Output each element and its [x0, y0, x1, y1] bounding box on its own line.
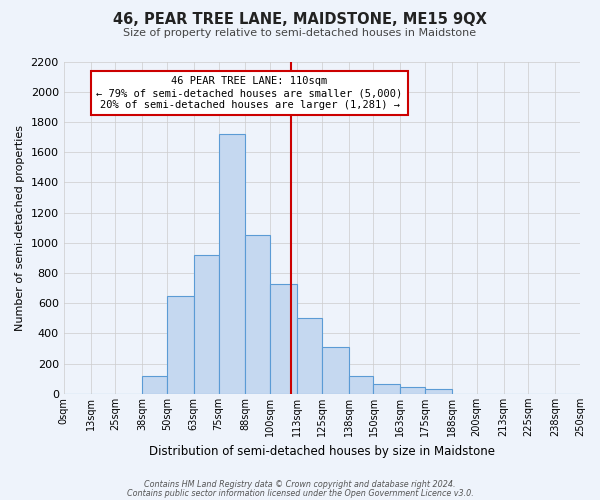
X-axis label: Distribution of semi-detached houses by size in Maidstone: Distribution of semi-detached houses by …: [149, 444, 495, 458]
Bar: [322, 347, 349, 394]
Bar: [194, 255, 218, 394]
Bar: [245, 235, 270, 394]
Text: Contains public sector information licensed under the Open Government Licence v3: Contains public sector information licen…: [127, 489, 473, 498]
Bar: [297, 318, 322, 394]
Text: 46, PEAR TREE LANE, MAIDSTONE, ME15 9QX: 46, PEAR TREE LANE, MAIDSTONE, ME15 9QX: [113, 12, 487, 28]
Bar: [167, 296, 194, 394]
Bar: [142, 376, 167, 394]
Bar: [400, 387, 425, 394]
Y-axis label: Number of semi-detached properties: Number of semi-detached properties: [15, 124, 25, 330]
Bar: [425, 390, 452, 394]
Text: 46 PEAR TREE LANE: 110sqm
← 79% of semi-detached houses are smaller (5,000)
20% : 46 PEAR TREE LANE: 110sqm ← 79% of semi-…: [97, 76, 403, 110]
Text: Size of property relative to semi-detached houses in Maidstone: Size of property relative to semi-detach…: [124, 28, 476, 38]
Text: Contains HM Land Registry data © Crown copyright and database right 2024.: Contains HM Land Registry data © Crown c…: [144, 480, 456, 489]
Bar: [218, 134, 245, 394]
Bar: [270, 284, 297, 394]
Bar: [373, 384, 400, 394]
Bar: [349, 376, 373, 394]
